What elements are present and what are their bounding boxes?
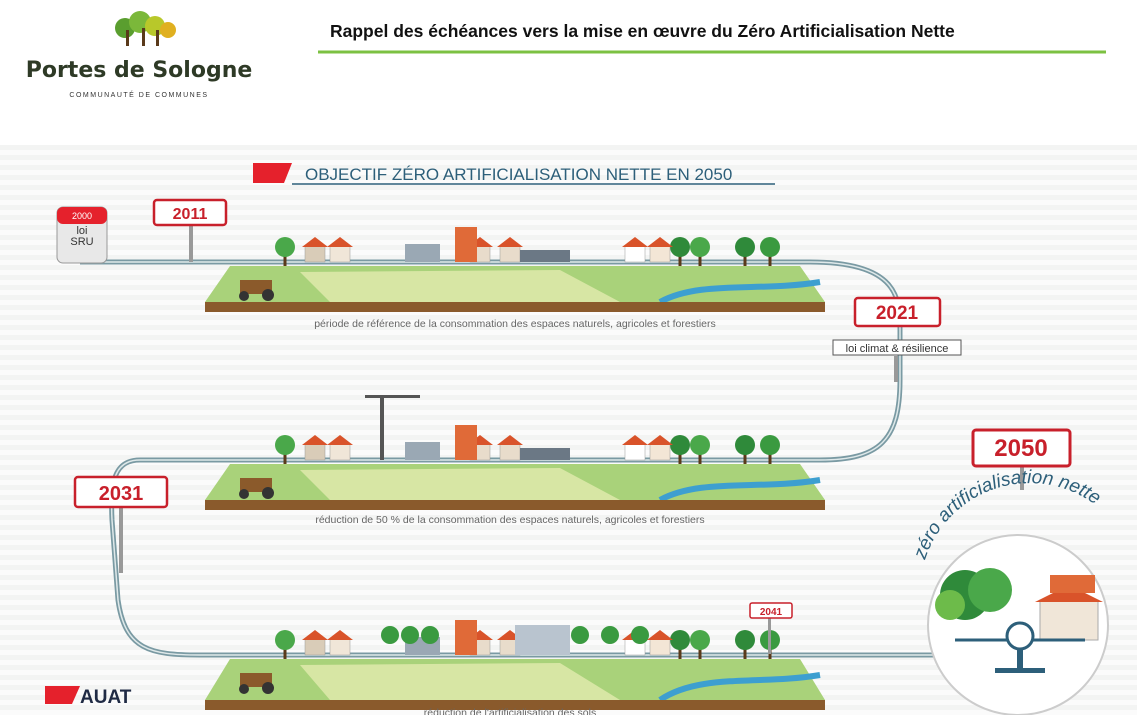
scenery	[327, 435, 353, 445]
scenery	[239, 489, 249, 499]
logo-name: Portes de Sologne	[26, 58, 253, 83]
scenery	[690, 237, 710, 257]
scenery	[455, 425, 477, 460]
scenery	[401, 626, 419, 644]
scenery	[305, 246, 325, 262]
scenery	[380, 395, 384, 460]
scenery	[500, 246, 520, 262]
scenery	[381, 626, 399, 644]
scenery	[515, 625, 570, 655]
scenery	[262, 682, 274, 694]
scenery	[302, 237, 328, 247]
scenery	[647, 630, 673, 640]
scenery	[330, 246, 350, 262]
scenery	[622, 435, 648, 445]
milestone-label: loi SRU	[67, 226, 97, 248]
milestone-label-box: loi SRU	[60, 226, 104, 260]
scenery	[690, 435, 710, 455]
scenery	[421, 626, 439, 644]
scenery	[275, 435, 295, 455]
scenery	[205, 500, 825, 510]
scenery	[735, 237, 755, 257]
scenery	[647, 435, 673, 445]
milestone-2011: 2011	[154, 200, 226, 262]
scenery	[330, 444, 350, 460]
infographic-heading: OBJECTIF ZÉRO ARTIFICIALISATION NETTE EN…	[305, 165, 732, 184]
milestone-year: 2041	[760, 607, 783, 618]
scenery	[365, 395, 420, 398]
scenery	[760, 435, 780, 455]
source-logo: AUAT	[45, 686, 132, 708]
milestone-2031: 2031	[75, 477, 167, 573]
scenery	[330, 639, 350, 655]
milestone-2050: 2050 zéro artificialisation nette	[910, 430, 1120, 715]
milestone-year: 2050	[994, 435, 1047, 462]
caption: réduction de 50 % de la consommation des…	[315, 514, 704, 526]
scenery	[520, 250, 570, 262]
scenery	[275, 630, 295, 650]
scenery	[650, 639, 670, 655]
scenery	[500, 444, 520, 460]
milestone-year: 2031	[99, 483, 144, 505]
scenery	[735, 630, 755, 650]
heading-marker	[253, 163, 292, 183]
scenery	[760, 237, 780, 257]
source: AUAT	[80, 687, 132, 708]
scenery	[262, 289, 274, 301]
scenery	[455, 227, 477, 262]
scenery	[239, 684, 249, 694]
milestone-label: loi climat & résilience	[846, 343, 949, 355]
scenery	[262, 487, 274, 499]
terrain	[205, 227, 825, 710]
scenery	[690, 630, 710, 650]
slide: Portes de Sologne COMMUNAUTÉ DE COMMUNES…	[0, 0, 1137, 715]
milestone-2041: 2041	[750, 603, 792, 654]
scenery	[631, 626, 649, 644]
scenery	[647, 237, 673, 247]
scenery	[455, 620, 477, 655]
milestone-year: 2021	[876, 303, 919, 324]
milestone-2000: 2000 loi SRU	[57, 207, 107, 263]
scenery	[601, 626, 619, 644]
scenery	[571, 626, 589, 644]
scenery	[650, 246, 670, 262]
logo: Portes de Sologne COMMUNAUTÉ DE COMMUNES	[26, 11, 253, 99]
scenery	[405, 442, 440, 460]
scenery	[497, 435, 523, 445]
scenery	[622, 237, 648, 247]
scenery	[520, 448, 570, 460]
scenery	[625, 246, 645, 262]
page-title: Rappel des échéances vers la mise en œuv…	[330, 21, 955, 41]
scenery	[275, 237, 295, 257]
caption: période de référence de la consommation …	[314, 318, 716, 330]
scenery	[650, 444, 670, 460]
scenery	[239, 291, 249, 301]
scenery	[205, 302, 825, 312]
milestone-year: 2011	[173, 206, 208, 223]
scenery	[302, 630, 328, 640]
scenery	[735, 435, 755, 455]
scenery	[305, 639, 325, 655]
milestone-2021: 2021 loi climat & résilience	[833, 298, 961, 382]
logo-subtitle: COMMUNAUTÉ DE COMMUNES	[69, 90, 208, 99]
caption: réduction de l'artificialisation des sol…	[424, 707, 596, 715]
scenery	[625, 444, 645, 460]
milestone-year: 2000	[72, 211, 92, 221]
scenery	[302, 435, 328, 445]
scenery	[497, 237, 523, 247]
scenery	[305, 444, 325, 460]
page: Portes de Sologne COMMUNAUTÉ DE COMMUNES…	[0, 0, 1137, 715]
scenery	[405, 244, 440, 262]
scenery	[327, 237, 353, 247]
scenery	[327, 630, 353, 640]
